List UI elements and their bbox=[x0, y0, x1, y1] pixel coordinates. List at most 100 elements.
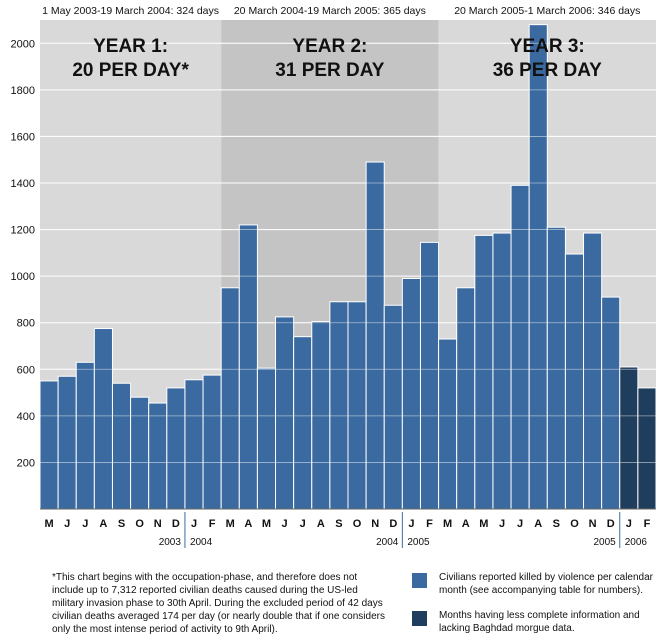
period-year-1: YEAR 1: bbox=[93, 36, 168, 57]
x-tick-label: J bbox=[300, 518, 306, 530]
period-range-3: 20 March 2005-1 March 2006: 346 days bbox=[454, 5, 640, 17]
x-tick-label: S bbox=[553, 518, 560, 530]
x-tick-label: J bbox=[626, 518, 632, 530]
x-tick-label: S bbox=[118, 518, 125, 530]
year-label: 2005 bbox=[594, 537, 617, 548]
x-tick-label: F bbox=[209, 518, 216, 530]
x-tick-label: A bbox=[99, 518, 107, 530]
x-tick-label: M bbox=[443, 518, 452, 530]
period-rate-1: 20 PER DAY* bbox=[72, 60, 189, 81]
x-tick-label: A bbox=[244, 518, 252, 530]
period-range-1: 1 May 2003-19 March 2004: 324 days bbox=[42, 5, 219, 17]
bar bbox=[601, 296, 621, 510]
bar bbox=[93, 328, 113, 510]
bar bbox=[130, 396, 150, 510]
bar bbox=[510, 184, 530, 510]
y-tick-label: 1600 bbox=[11, 131, 35, 143]
y-tick-label: 1800 bbox=[11, 85, 35, 97]
y-tick-label: 800 bbox=[17, 318, 35, 330]
bar bbox=[419, 241, 440, 510]
bar bbox=[546, 226, 566, 510]
bar bbox=[347, 301, 367, 510]
period-year-3: YEAR 3: bbox=[510, 36, 585, 57]
year-label: 2006 bbox=[625, 537, 648, 548]
x-tick-label: J bbox=[408, 518, 414, 530]
bar bbox=[311, 321, 331, 510]
period-range-2: 20 March 2004-19 March 2005: 365 days bbox=[234, 5, 426, 17]
x-tick-label: N bbox=[154, 518, 162, 530]
y-tick-label: 1400 bbox=[11, 178, 35, 190]
y-tick-label: 600 bbox=[17, 364, 35, 376]
y-tick-label: 1200 bbox=[11, 225, 35, 237]
bar bbox=[220, 287, 240, 510]
year-label: 2003 bbox=[159, 537, 182, 548]
gridlines-over-bars bbox=[40, 42, 656, 463]
bar bbox=[256, 367, 277, 510]
period-labels: 1 May 2003-19 March 2004: 324 days YEAR 1… bbox=[42, 5, 640, 81]
bar bbox=[329, 301, 349, 510]
legend-label-complete: Civilians reported killed by violence pe… bbox=[439, 572, 653, 596]
period-rate-2: 31 PER DAY bbox=[275, 60, 384, 81]
bar bbox=[39, 380, 59, 510]
x-tick-label: M bbox=[226, 518, 235, 530]
x-tick-label: N bbox=[371, 518, 379, 530]
x-tick-label: D bbox=[172, 518, 180, 530]
y-axis: 200 400 600 800 1000 1200 1400 1600 1800 2000 bbox=[11, 38, 35, 469]
period-backgrounds bbox=[40, 20, 656, 509]
bar bbox=[111, 382, 132, 510]
footnote: *This chart begins with the occupation-p… bbox=[52, 572, 385, 635]
bar bbox=[275, 316, 295, 510]
year-label: 2004 bbox=[190, 537, 213, 548]
bar bbox=[57, 375, 77, 510]
y-tick-label: 400 bbox=[17, 411, 35, 423]
x-tick-label: J bbox=[82, 518, 88, 530]
x-tick-label: J bbox=[499, 518, 505, 530]
period-rate-3: 36 PER DAY bbox=[493, 60, 602, 81]
bar bbox=[456, 287, 476, 510]
x-tick-label: M bbox=[479, 518, 488, 530]
bar bbox=[238, 224, 258, 510]
bar bbox=[293, 336, 313, 510]
x-tick-label: F bbox=[644, 518, 651, 530]
bar bbox=[619, 366, 639, 510]
bar bbox=[202, 374, 222, 510]
y-tick-label: 2000 bbox=[11, 38, 35, 50]
year-label: 2004 bbox=[376, 537, 399, 548]
x-tick-label: J bbox=[517, 518, 523, 530]
y-tick-label: 200 bbox=[17, 457, 35, 469]
x-tick-label: J bbox=[64, 518, 70, 530]
bar bbox=[365, 161, 385, 510]
y-tick-label: 1000 bbox=[11, 271, 35, 283]
bar bbox=[148, 402, 168, 510]
bar bbox=[383, 304, 403, 510]
x-tick-label: A bbox=[317, 518, 325, 530]
bar bbox=[528, 24, 548, 510]
bar bbox=[401, 277, 421, 510]
x-tick-label: A bbox=[534, 518, 542, 530]
bars bbox=[39, 24, 657, 510]
bar bbox=[166, 387, 186, 510]
bar bbox=[564, 253, 585, 510]
x-tick-label: M bbox=[262, 518, 271, 530]
legend-swatch-complete bbox=[412, 573, 427, 588]
x-tick-label: J bbox=[191, 518, 197, 530]
bar bbox=[438, 338, 458, 510]
x-tick-label: S bbox=[335, 518, 342, 530]
x-tick-label: O bbox=[570, 518, 579, 530]
x-tick-label: O bbox=[135, 518, 144, 530]
bar bbox=[184, 379, 204, 510]
x-tick-label: F bbox=[426, 518, 433, 530]
bar bbox=[492, 232, 512, 510]
civilian-deaths-chart: 1 May 2003-19 March 2004: 324 days YEAR 1… bbox=[11, 5, 657, 548]
legend-label-incomplete: Months having less complete information … bbox=[439, 610, 640, 634]
year-label: 2005 bbox=[407, 537, 430, 548]
bar bbox=[583, 232, 603, 510]
x-tick-label: D bbox=[607, 518, 615, 530]
x-tick-label: N bbox=[589, 518, 597, 530]
bar bbox=[75, 361, 95, 510]
bar bbox=[637, 387, 657, 510]
x-tick-label: J bbox=[282, 518, 288, 530]
period-year-2: YEAR 2: bbox=[292, 36, 367, 57]
x-tick-label: A bbox=[462, 518, 470, 530]
